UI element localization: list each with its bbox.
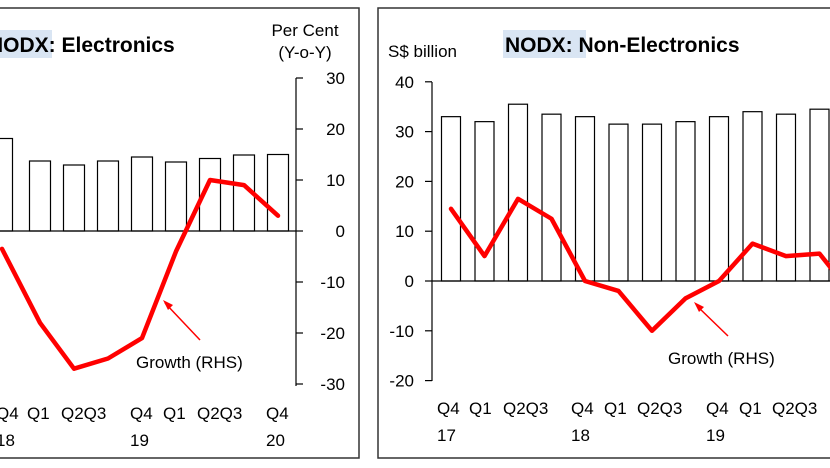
x-year-label: 17	[437, 426, 456, 445]
x-tick-label: Q1	[469, 399, 492, 418]
y-tick-label: 20	[326, 120, 345, 139]
x-tick-label: Q4	[266, 404, 289, 423]
electronics-annotation-arrow	[164, 302, 201, 341]
bar	[266, 153, 290, 232]
x-tick-label: Q4	[437, 399, 460, 418]
bar	[574, 116, 596, 282]
bar	[608, 123, 629, 282]
y-tick-label: 10	[326, 171, 345, 190]
non-electronics-left-axis-label: S$ billion	[388, 42, 457, 61]
electronics-title-suffix: Electronics	[56, 34, 175, 57]
bar	[96, 160, 120, 232]
electronics-bars	[0, 137, 290, 232]
electronics-x-quarter-labels: Q4 Q1 Q2Q3 Q4 Q1 Q2Q3 Q4	[0, 404, 289, 423]
electronics-title-prefix: NODX:	[0, 34, 56, 57]
x-year-label: 19	[130, 431, 149, 450]
electronics-title: NODX: Electronics	[0, 34, 175, 57]
x-tick-label: Q2Q3	[503, 399, 548, 418]
x-year-label: 19	[706, 426, 725, 445]
y-tick-label: 0	[405, 272, 414, 291]
bar	[541, 113, 562, 282]
y-tick-label: 0	[336, 222, 345, 241]
electronics-right-axis-label-2: (Y-o-Y)	[278, 43, 331, 62]
non-electronics-title-prefix: NODX:	[505, 34, 573, 57]
y-tick-label: 30	[395, 123, 414, 142]
x-tick-label: Q4	[130, 404, 153, 423]
non-electronics-annotation-arrow	[696, 305, 729, 337]
x-year-label: 18	[0, 431, 15, 450]
y-tick-label: 20	[395, 172, 414, 191]
y-tick-label: 40	[395, 73, 414, 92]
y-tick-label: -30	[320, 375, 345, 394]
bar	[708, 116, 730, 282]
bar	[0, 137, 14, 232]
non-electronics-x-quarter-labels: Q4 Q1 Q2Q3 Q4 Q1 Q2Q3 Q4 Q1 Q2Q3	[437, 399, 817, 418]
bar	[62, 164, 86, 232]
non-electronics-bars	[440, 103, 830, 282]
bar	[507, 103, 529, 282]
non-electronics-title-highlight	[503, 30, 586, 58]
x-year-label: 20	[266, 431, 285, 450]
non-electronics-frame	[377, 7, 830, 459]
electronics-frame	[0, 7, 360, 459]
bar	[742, 111, 763, 282]
x-tick-label: Q1	[27, 404, 50, 423]
x-tick-label: Q2Q3	[197, 404, 242, 423]
non-electronics-x-year-labels: 17 18 19	[437, 426, 725, 445]
non-electronics-title: NODX: Non-Electronics	[505, 34, 740, 57]
electronics-right-ticks: 30 20 10 0 -10 -20 -30	[296, 69, 345, 394]
x-tick-label: Q4	[571, 399, 594, 418]
y-tick-label: -10	[320, 273, 345, 292]
electronics-panel: NODX: Electronics Per Cent (Y-o-Y) 30201…	[0, 7, 360, 459]
bar	[164, 161, 188, 232]
non-electronics-annotation: Growth (RHS)	[668, 349, 775, 368]
x-tick-label: Q1	[739, 399, 762, 418]
bar	[440, 116, 462, 282]
electronics-right-axis-label-1: Per Cent	[271, 21, 338, 40]
x-tick-label: Q1	[163, 404, 186, 423]
bar	[28, 160, 52, 232]
electronics-annotation: Growth (RHS)	[136, 353, 243, 372]
non-electronics-arrowhead	[694, 302, 704, 312]
bar	[130, 156, 154, 232]
y-tick-label: -20	[320, 324, 345, 343]
non-electronics-panel: S$ billion NODX: Non-Electronics 40 30 20 1…	[377, 7, 830, 459]
electronics-arrowhead	[163, 300, 173, 310]
x-year-label: 18	[571, 426, 590, 445]
x-tick-label: Q4	[0, 404, 19, 423]
y-tick-label: 10	[395, 222, 414, 241]
non-electronics-title-suffix: Non-Electronics	[573, 34, 740, 57]
non-electronics-growth-line	[448, 196, 830, 334]
x-tick-label: Q2Q3	[637, 399, 682, 418]
bar	[641, 123, 663, 282]
non-electronics-left-ticks: 40 30 20 10 0 -10 -20	[389, 73, 432, 391]
electronics-title-highlight	[0, 30, 52, 58]
x-tick-label: Q2Q3	[772, 399, 817, 418]
electronics-growth-line	[0, 177, 281, 371]
bar	[675, 121, 696, 282]
x-tick-label: Q2Q3	[61, 404, 106, 423]
y-tick-label: -20	[389, 372, 414, 391]
electronics-x-year-labels: 18 19 20	[0, 431, 285, 450]
x-tick-label: Q4	[706, 399, 729, 418]
y-tick-label: 30	[326, 69, 345, 88]
y-tick-label: -10	[389, 322, 414, 341]
x-tick-label: Q1	[604, 399, 627, 418]
